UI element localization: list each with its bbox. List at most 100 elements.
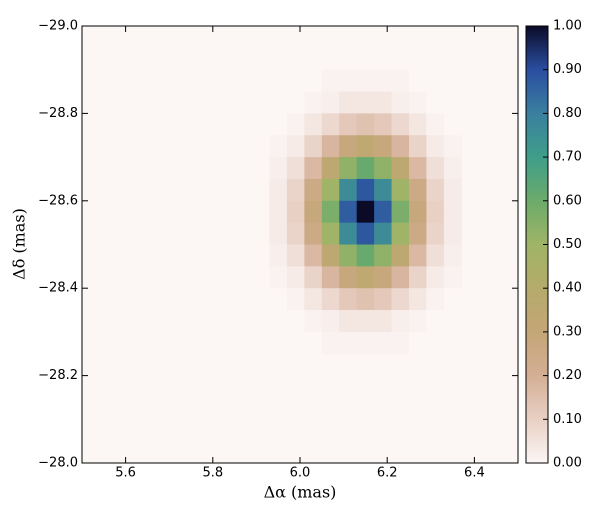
heatmap-cell <box>426 222 445 245</box>
heatmap-cell <box>269 244 288 267</box>
x-tick-label: 5.6 <box>115 466 136 481</box>
colorbar-tick-label: 0.20 <box>553 368 582 383</box>
heatmap-cell <box>374 69 393 93</box>
heatmap-cell <box>391 135 410 158</box>
heatmap-cell <box>339 288 358 311</box>
x-tick-label: 5.8 <box>202 466 223 481</box>
heatmap-cell <box>409 222 427 245</box>
y-tick-label: −28.0 <box>38 456 78 471</box>
heatmap-cell <box>304 200 323 224</box>
colorbar-tick-label: 0.50 <box>553 237 582 252</box>
heatmap-cell <box>426 331 445 355</box>
heatmap-cell <box>286 135 305 158</box>
heatmap-cell <box>269 69 288 93</box>
heatmap-cell <box>426 91 445 114</box>
y-tick-label: −28.8 <box>38 106 78 121</box>
heatmap-cell <box>374 178 393 202</box>
heatmap-cell <box>356 91 375 114</box>
heatmap-cell <box>286 178 305 202</box>
heatmap-cell <box>426 266 445 289</box>
heatmap-cell <box>409 331 427 355</box>
heatmap-cell <box>321 178 340 202</box>
heatmap-cell <box>304 91 323 114</box>
x-tick-label: 6.2 <box>377 466 398 481</box>
heatmap-cell <box>443 331 462 355</box>
heatmap-cell <box>409 157 427 180</box>
heatmap-cell <box>443 266 462 289</box>
heatmap-cell <box>409 200 427 224</box>
heatmap-cell <box>339 244 358 267</box>
heatmap-cell <box>443 200 462 224</box>
colorbar-tick-label: 0.00 <box>553 456 582 471</box>
y-tick-label: −28.6 <box>38 193 78 208</box>
heatmap-cell <box>443 135 462 158</box>
heatmap-cell <box>391 178 410 202</box>
heatmap-cell <box>356 222 375 245</box>
heatmap-cell <box>426 69 445 93</box>
heatmap-cell <box>391 200 410 224</box>
heatmap-cell <box>269 157 288 180</box>
heatmap-cell <box>339 331 358 355</box>
heatmap-cell <box>356 266 375 289</box>
heatmap-cell <box>269 266 288 289</box>
heatmap-cell <box>286 244 305 267</box>
heatmap-cell <box>409 244 427 267</box>
y-axis-label: Δδ (mas) <box>10 208 29 280</box>
colorbar-tick-label: 0.60 <box>553 193 582 208</box>
heatmap-cell <box>286 200 305 224</box>
heatmap-cell <box>409 266 427 289</box>
heatmap-cell <box>286 69 305 93</box>
heatmap-cell <box>321 113 340 136</box>
colorbar-tick-label: 0.90 <box>553 62 582 77</box>
heatmap-cell <box>286 157 305 180</box>
heatmap-cell <box>269 178 288 202</box>
heatmap-cell <box>409 288 427 311</box>
heatmap-cell <box>356 310 375 333</box>
heatmap-cell <box>321 310 340 333</box>
heatmap-cell <box>356 135 375 158</box>
heatmap-cell <box>269 331 288 355</box>
heatmap-cell <box>409 178 427 202</box>
heatmap-cell <box>304 244 323 267</box>
heatmap-cell <box>304 310 323 333</box>
heatmap-cell <box>443 288 462 311</box>
heatmap-cell <box>426 200 445 224</box>
colorbar-tick-label: 0.70 <box>553 150 582 165</box>
heatmap-cell <box>321 91 340 114</box>
colorbar-tick-label: 0.40 <box>553 281 582 296</box>
heatmap-cell <box>286 113 305 136</box>
y-tick-label: −28.2 <box>38 368 78 383</box>
heatmap-cell <box>374 200 393 224</box>
heatmap-cell <box>304 178 323 202</box>
heatmap-cell <box>304 69 323 93</box>
y-tick-label: −29.0 <box>38 19 78 34</box>
heatmap-cell <box>391 113 410 136</box>
heatmap-cell <box>443 310 462 333</box>
heatmap-cell <box>426 135 445 158</box>
heatmap-cell <box>391 157 410 180</box>
heatmap-cell <box>286 266 305 289</box>
heatmap-cell <box>321 69 340 93</box>
heatmap-cell <box>356 244 375 267</box>
x-tick-label: 6.4 <box>464 466 485 481</box>
heatmap-cell <box>356 157 375 180</box>
heatmap-cell <box>409 310 427 333</box>
heatmap-cell <box>269 200 288 224</box>
heatmap-cell <box>374 113 393 136</box>
heatmap-cell <box>304 135 323 158</box>
heatmap-cell <box>339 113 358 136</box>
heatmap-cell <box>391 288 410 311</box>
heatmap-cell <box>339 222 358 245</box>
heatmap-cell <box>391 310 410 333</box>
heatmap-cell <box>339 200 358 224</box>
heatmap-cell <box>374 288 393 311</box>
heatmap-cell <box>356 69 375 93</box>
heatmap-cell <box>391 331 410 355</box>
heatmap-cell <box>391 266 410 289</box>
colorbar-tick-label: 0.10 <box>553 412 582 427</box>
heatmap-cell <box>426 178 445 202</box>
heatmap-cell <box>391 91 410 114</box>
heatmap-cell <box>286 331 305 355</box>
heatmap-cell <box>339 266 358 289</box>
x-tick-label: 6.0 <box>290 466 311 481</box>
